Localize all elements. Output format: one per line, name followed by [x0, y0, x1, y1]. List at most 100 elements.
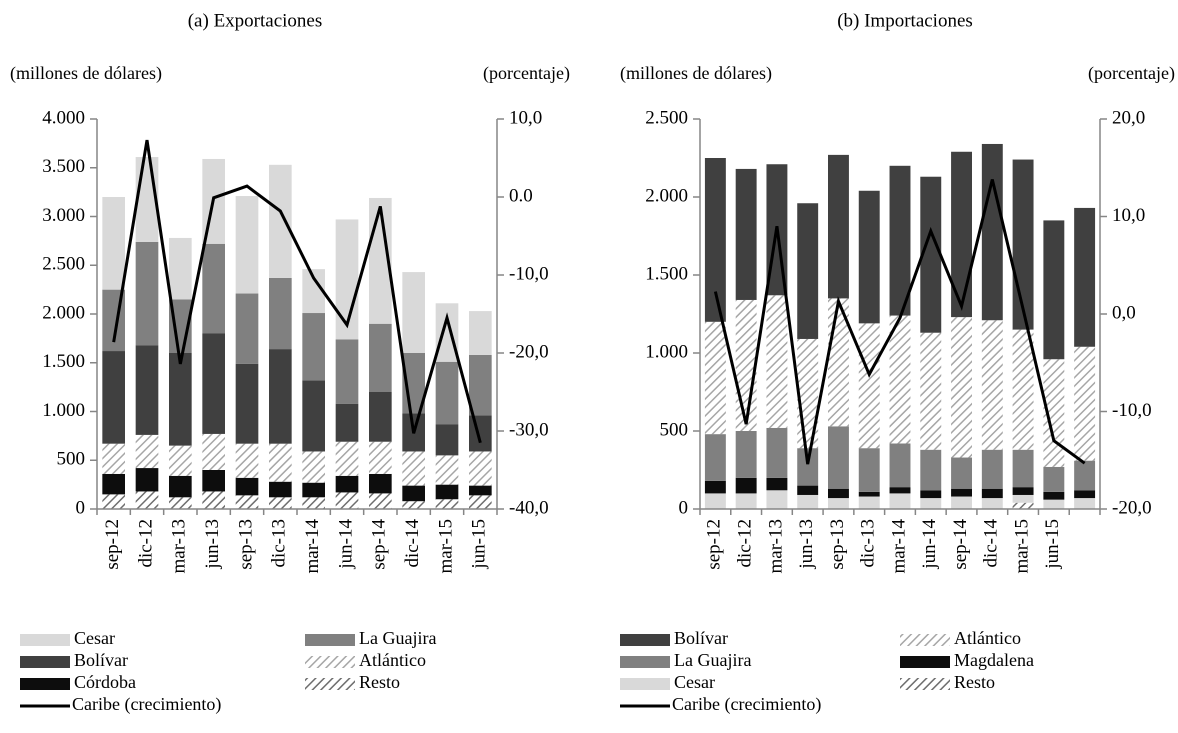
bar-segment	[981, 498, 1003, 509]
x-tick-label: sep-14	[369, 519, 390, 570]
bar-segment	[335, 339, 359, 404]
bar-segment	[1043, 466, 1065, 492]
bar-segment	[1043, 220, 1065, 360]
bar-segment	[369, 392, 392, 442]
bar-segment	[469, 485, 492, 496]
legend-label: Cesar	[74, 628, 115, 648]
bar-segment	[302, 313, 325, 381]
bar-segment	[858, 323, 880, 449]
bar-segment	[302, 380, 325, 452]
x-tick-label: dic-12	[735, 519, 756, 568]
bar-segment	[435, 361, 459, 425]
x-tick-label: dic-13	[858, 519, 879, 568]
bar-segment	[202, 433, 225, 470]
bar-segment	[858, 491, 880, 497]
bar-segment	[269, 481, 292, 498]
bar-segment	[402, 451, 425, 486]
y-tick-label: 2.000	[42, 302, 85, 323]
bar-segment	[235, 293, 259, 364]
bar-segment	[797, 448, 819, 486]
y-tick-label: 4.000	[42, 107, 85, 128]
chart-title: (a) Exportaciones	[188, 10, 323, 31]
y-tick-label: 2.000	[645, 185, 688, 206]
bar-segment	[735, 168, 757, 300]
bar-segment	[1012, 449, 1034, 488]
bar-segment	[766, 490, 788, 509]
bar-segment	[920, 176, 942, 333]
bar-segment	[858, 448, 880, 492]
legend-label: La Guajira	[359, 628, 436, 648]
x-tick-label: jun-14	[919, 519, 940, 570]
bar-segment	[435, 484, 459, 500]
bar-segment	[435, 303, 459, 362]
y2-tick-label: -20,0	[1112, 497, 1152, 518]
bar-segment	[335, 492, 359, 509]
bar-segment	[102, 197, 125, 290]
bar-segment	[797, 485, 819, 495]
bar-segment	[704, 493, 726, 509]
bar-segment	[135, 468, 159, 492]
bar-segment	[235, 196, 259, 294]
y2-tick-label: 0.0	[509, 185, 533, 206]
bar-segment	[269, 497, 292, 509]
growth-line	[713, 179, 1086, 465]
bar-segment	[951, 496, 972, 509]
bar-segment	[1074, 346, 1096, 461]
legend-swatch	[305, 656, 355, 668]
bar-segment	[335, 441, 359, 476]
y-tick-label: 3.500	[42, 156, 85, 177]
x-tick-label: jun-15	[469, 519, 490, 570]
bar-segment	[797, 203, 819, 339]
bar-segment	[102, 473, 125, 495]
x-tick-label: mar-14	[888, 519, 909, 574]
legend-swatch	[620, 634, 670, 646]
legend-swatch	[305, 678, 355, 690]
y2-tick-label: 10,0	[509, 107, 542, 128]
y2-tick-label: -10,0	[1112, 400, 1152, 421]
bar-segment	[269, 164, 292, 278]
bar-segment	[135, 491, 159, 509]
x-tick-label: jun-13	[202, 519, 223, 570]
bar-segment	[302, 497, 325, 509]
bar-segment	[889, 443, 911, 488]
legend-label: Bolívar	[74, 650, 128, 670]
chart-title: (b) Importaciones	[837, 10, 973, 31]
bar-segment	[202, 491, 225, 509]
legend-label: Atlántico	[954, 628, 1021, 648]
legend-label: Córdoba	[74, 672, 136, 692]
y2-tick-label: -40,0	[509, 497, 549, 518]
y-tick-label: 500	[660, 419, 689, 440]
y-tick-label: 1.000	[42, 400, 85, 421]
bar-segment	[235, 363, 259, 444]
bar-segment	[435, 499, 459, 509]
bar-segment	[1043, 491, 1065, 500]
y2-tick-label: -30,0	[509, 419, 549, 440]
legend-label: Caribe (crecimiento)	[672, 694, 821, 715]
bar-segment	[269, 443, 292, 482]
bar-segment	[797, 494, 819, 509]
bar-segment	[889, 487, 911, 494]
x-tick-label: jun-15	[1042, 519, 1063, 570]
legend-label: Atlántico	[359, 650, 426, 670]
bar-segment	[102, 443, 125, 474]
y2-axis-label: (porcentaje)	[1088, 63, 1175, 84]
bar-segment	[889, 315, 911, 444]
bar-segment	[1012, 329, 1034, 450]
bar-segment	[102, 351, 125, 444]
bar-segment	[704, 434, 726, 481]
bar-segment	[735, 477, 757, 494]
x-tick-label: mar-15	[435, 519, 456, 574]
bar-segment	[135, 241, 159, 346]
legend-swatch	[305, 634, 355, 646]
bar-segment	[735, 493, 757, 509]
legend-label: Caribe (crecimiento)	[72, 694, 221, 715]
y2-tick-label: 10,0	[1112, 205, 1145, 226]
bar-segment	[402, 501, 425, 509]
legend-swatch	[620, 678, 670, 690]
bar-segment	[858, 190, 880, 324]
y-tick-label: 1.500	[42, 351, 85, 372]
bar-segment	[828, 426, 849, 489]
y-tick-label: 0	[76, 497, 86, 518]
bar-segment	[269, 277, 292, 350]
bar-segment	[135, 345, 159, 435]
